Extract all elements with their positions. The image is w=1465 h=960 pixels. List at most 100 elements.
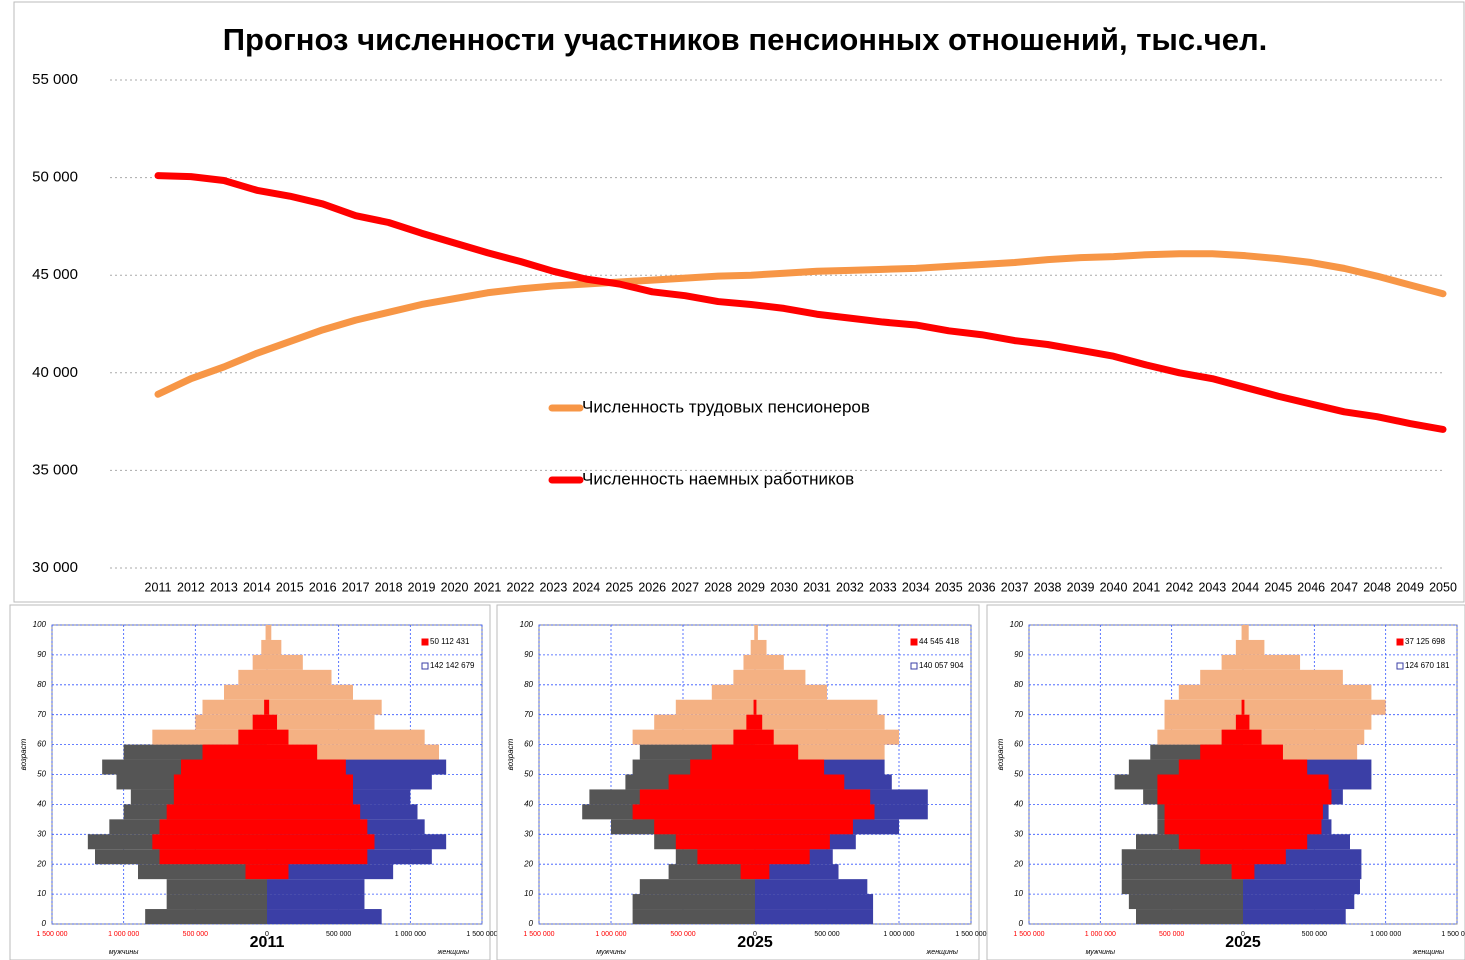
chart-title: Прогноз численности участников пенсионны…	[223, 22, 1268, 57]
bar	[1221, 729, 1243, 745]
x-tick-label: 1 000 000	[595, 931, 626, 938]
x-tick-label: 2029	[737, 580, 765, 594]
x-tick-label: 2016	[309, 580, 337, 594]
bar	[697, 849, 755, 865]
x-tick-label: 1 500 000	[1013, 931, 1044, 938]
bar	[755, 654, 784, 670]
bar	[1243, 684, 1372, 700]
bar	[711, 744, 755, 760]
bar	[173, 789, 267, 805]
x-tick-label: 1 000 000	[395, 931, 426, 938]
bar	[267, 804, 361, 820]
x-tick-label: 2040	[1100, 580, 1128, 594]
x-tick-label: 1 000 000	[108, 931, 139, 938]
x-tick-label: 2034	[902, 580, 930, 594]
x-tick-label: 2024	[572, 580, 600, 594]
y-tick-label: 40	[37, 800, 46, 809]
x-tick-label: 1 500 000	[1441, 931, 1465, 938]
x-label-right: женщины	[437, 949, 470, 956]
x-tick-label: 2041	[1133, 580, 1161, 594]
x-tick-label: 2036	[968, 580, 996, 594]
y-tick-label: 0	[1019, 919, 1024, 928]
x-tick-label: 2047	[1330, 580, 1358, 594]
pyramid-title: 2025	[737, 934, 773, 951]
x-tick-label: 2038	[1034, 580, 1062, 594]
legend-label: Численность трудовых пенсионеров	[582, 397, 870, 416]
bar	[1121, 879, 1243, 895]
bar	[639, 789, 755, 805]
x-tick-label: 0	[753, 931, 757, 938]
bar	[755, 684, 827, 700]
x-tick-label: 2023	[539, 580, 567, 594]
bar	[1241, 625, 1243, 640]
bar	[267, 625, 272, 640]
y-tick-label: 80	[1014, 680, 1023, 689]
bar	[1243, 729, 1262, 745]
bar	[733, 669, 755, 685]
bar	[267, 789, 353, 805]
y-tick-label: 30 000	[32, 559, 78, 576]
y-tick-label: 10	[1014, 889, 1023, 898]
bar	[740, 864, 755, 880]
y-tick-label: 50	[1014, 770, 1023, 779]
y-tick-label: 55 000	[32, 71, 78, 88]
bar	[668, 774, 755, 790]
bar	[202, 744, 267, 760]
y-tick-label: 30	[1014, 829, 1023, 838]
bar	[166, 879, 267, 895]
y-tick-label: 100	[520, 620, 534, 629]
bar	[202, 699, 267, 715]
x-tick-label: 2035	[935, 580, 963, 594]
x-tick-label: 2049	[1396, 580, 1424, 594]
bar	[755, 864, 839, 880]
bar	[654, 819, 755, 835]
y-tick-label: 0	[529, 919, 534, 928]
pyramid-title: 2011	[250, 934, 285, 951]
x-tick-label: 1 500 000	[523, 931, 554, 938]
x-tick-label: 2042	[1166, 580, 1194, 594]
legend-swatch	[910, 662, 918, 670]
bar	[238, 729, 267, 745]
x-tick-label: 1 000 000	[1085, 931, 1116, 938]
y-tick-label: 45 000	[32, 266, 78, 283]
bar	[1164, 819, 1243, 835]
bar	[1235, 714, 1243, 730]
y-tick-label: 90	[524, 650, 533, 659]
y-tick-label: 70	[1014, 710, 1023, 719]
bar	[267, 774, 353, 790]
bar	[1243, 864, 1255, 880]
bar	[755, 625, 758, 640]
x-tick-label: 2039	[1067, 580, 1095, 594]
bar	[245, 864, 267, 880]
bar	[753, 699, 755, 715]
bar	[166, 804, 267, 820]
bar	[1164, 804, 1243, 820]
bar	[755, 864, 770, 880]
x-tick-label: 2028	[704, 580, 732, 594]
bar	[632, 804, 755, 820]
x-tick-label: 2025	[605, 580, 633, 594]
pyramid-title: 2025	[1225, 934, 1261, 951]
x-tick-label: 2020	[441, 580, 469, 594]
bar	[1243, 729, 1365, 745]
x-tick-label: 1 500 000	[466, 931, 497, 938]
x-tick-label: 2048	[1363, 580, 1391, 594]
bar	[755, 819, 853, 835]
y-tick-label: 20	[36, 859, 46, 868]
bar	[743, 654, 755, 670]
y-tick-label: 20	[523, 859, 533, 868]
y-tick-label: 70	[37, 710, 46, 719]
bar	[755, 744, 799, 760]
bar	[1243, 819, 1322, 835]
bar	[755, 759, 825, 775]
y-tick-label: 50 000	[32, 169, 78, 186]
bar	[1231, 864, 1243, 880]
x-tick-label: 2011	[145, 580, 172, 594]
bar	[1243, 654, 1301, 670]
x-tick-label: 2021	[474, 580, 502, 594]
y-tick-label: 10	[524, 889, 533, 898]
bar	[152, 834, 267, 850]
x-label-left: мужчины	[596, 949, 626, 956]
x-tick-label: 2017	[342, 580, 370, 594]
